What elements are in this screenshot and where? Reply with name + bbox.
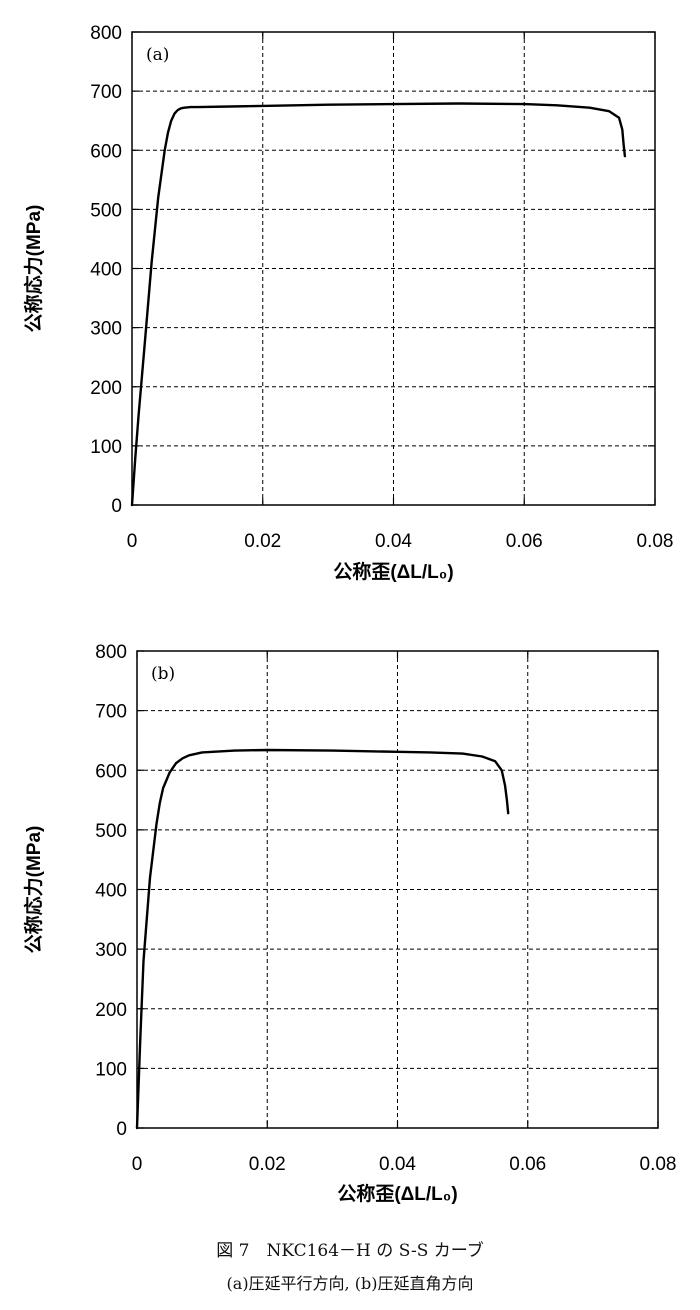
- x-axis-label: 公称歪(ΔL/L₀): [333, 560, 453, 583]
- y-tick-label: 400: [95, 881, 127, 902]
- y-tick-label: 600: [95, 761, 127, 782]
- plot-frame: [136, 650, 659, 1129]
- y-tick-label: 500: [90, 200, 122, 221]
- y-tick-label: 500: [95, 821, 127, 842]
- panel-label: (a): [146, 45, 169, 65]
- y-tick-label: 600: [90, 141, 122, 162]
- chart-panel-b: 0 0.02 0.04 0.06 0.08 0 100 200 300 400 500 600 700 8…: [22, 642, 676, 1205]
- y-tick-label: 700: [90, 82, 122, 103]
- series-line: [130, 102, 627, 507]
- y-tick-label: 300: [90, 319, 122, 340]
- plot-frame: [131, 31, 656, 506]
- y-tick-label: 100: [90, 437, 122, 458]
- x-tick-label: 0.02: [249, 1154, 286, 1175]
- series-line: [135, 748, 510, 1130]
- x-tick-label: 0.06: [509, 1154, 546, 1175]
- y-tick-label: 0: [111, 496, 122, 517]
- y-tick-label: 200: [95, 1000, 127, 1021]
- y-tick-label: 100: [95, 1059, 127, 1080]
- x-tick-label: 0.08: [640, 1154, 677, 1175]
- y-tick-label: 200: [90, 378, 122, 399]
- x-tick-label: 0.08: [637, 531, 674, 552]
- chart-panel-a: 0 0.02 0.04 0.06 0.08 0 100 200 300 400 500 600 700 8…: [22, 23, 673, 583]
- y-tick-label: 700: [95, 702, 127, 723]
- y-tick-label: 400: [90, 260, 122, 281]
- y-tick-label: 300: [95, 940, 127, 961]
- panel-label: (b): [151, 664, 175, 684]
- y-axis-label: 公称応力(MPa): [22, 826, 45, 954]
- x-axis-label: 公称歪(ΔL/L₀): [337, 1182, 457, 1205]
- x-tick-label: 0.04: [379, 1154, 416, 1175]
- y-tick-label: 800: [95, 642, 127, 663]
- y-tick-label: 0: [116, 1119, 127, 1140]
- x-tick-label: 0.02: [244, 531, 281, 552]
- x-tick-label: 0.04: [375, 531, 412, 552]
- y-axis-label: 公称応力(MPa): [22, 205, 45, 333]
- x-tick-label: 0.06: [506, 531, 543, 552]
- x-tick-label: 0: [132, 1154, 143, 1175]
- y-tick-label: 800: [90, 23, 122, 44]
- figure-caption-subtitle: (a)圧延平行方向, (b)圧延直角方向: [226, 1274, 474, 1293]
- x-tick-label: 0: [127, 531, 138, 552]
- figure-caption-title: 図 7 NKC164－H の S-S カーブ: [216, 1241, 484, 1261]
